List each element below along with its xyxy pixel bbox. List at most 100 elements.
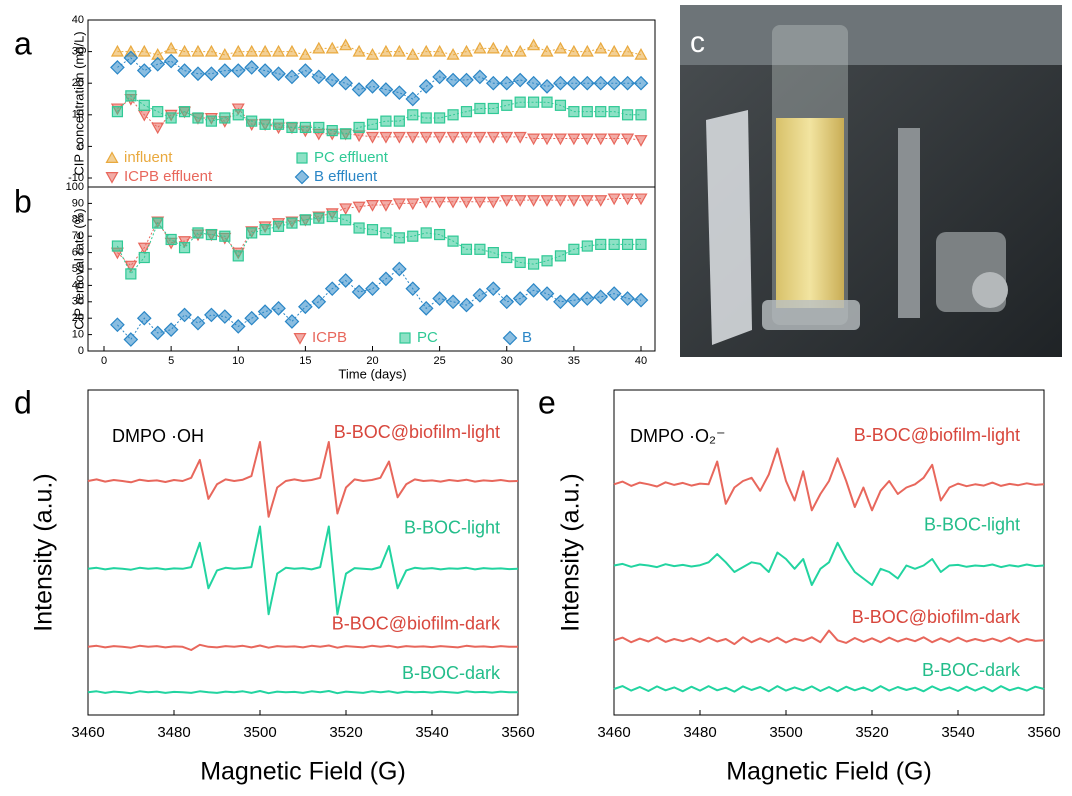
marker [459, 196, 473, 209]
marker [486, 196, 500, 209]
marker [635, 109, 647, 121]
marker [325, 41, 339, 54]
marker [366, 118, 379, 130]
marker [311, 69, 327, 85]
marker [526, 282, 541, 298]
marker [634, 193, 648, 206]
marker [178, 242, 191, 254]
marker [272, 118, 285, 130]
y-axis-label: Intensity (a.u.) [557, 473, 585, 631]
legend-label: ICPB effluent [124, 168, 213, 185]
marker [608, 238, 620, 250]
marker [621, 44, 635, 57]
marker [568, 106, 580, 118]
marker [473, 196, 487, 209]
x-tick-label: 35 [568, 355, 580, 367]
x-axis-label: Time (days) [338, 366, 406, 381]
marker [392, 198, 406, 211]
marker [607, 133, 621, 146]
y-axis-label: CIP concentration (mg/L) [71, 31, 86, 175]
marker [554, 250, 567, 262]
y-tick-label: 10 [72, 329, 84, 341]
legend-marker [105, 172, 119, 184]
y-tick-label: 50 [72, 263, 84, 275]
y-tick-label: 100 [66, 181, 84, 193]
marker [445, 72, 461, 88]
marker [218, 48, 232, 60]
marker [527, 133, 541, 146]
marker [150, 56, 166, 72]
marker [581, 240, 593, 252]
marker [365, 200, 380, 212]
marker [393, 232, 405, 244]
marker [553, 75, 568, 91]
marker [485, 75, 501, 91]
marker [553, 195, 567, 207]
y-axis-label: Intensity (a.u.) [30, 473, 58, 631]
marker [447, 235, 459, 247]
x-tick-label: 10 [232, 355, 244, 367]
marker [633, 292, 649, 308]
spectrum-line [613, 447, 1045, 512]
marker [352, 201, 366, 214]
marker [178, 44, 192, 57]
marker [353, 121, 365, 134]
x-tick-label: 5 [168, 355, 174, 367]
panel-label: b [14, 183, 32, 219]
y-tick-label: 10 [72, 109, 84, 121]
marker [405, 281, 421, 297]
marker [366, 224, 379, 236]
marker [621, 238, 634, 250]
x-tick-label: 3560 [501, 724, 534, 741]
marker [594, 133, 608, 146]
x-axis-label: Magnetic Field (G) [200, 758, 406, 786]
y-tick-label: 20 [72, 77, 84, 89]
marker [379, 131, 393, 144]
marker [501, 99, 513, 111]
marker [621, 193, 635, 206]
marker [378, 82, 394, 97]
panel-label: e [538, 384, 556, 420]
legend-label: ICPB [312, 329, 347, 346]
legend-marker [105, 151, 119, 163]
marker [230, 319, 246, 334]
marker [393, 115, 405, 127]
marker [380, 227, 392, 239]
panel-label: d [14, 384, 32, 420]
marker [460, 243, 473, 255]
marker [232, 109, 244, 121]
marker [487, 102, 499, 115]
x-axis-label: Magnetic Field (G) [726, 758, 932, 786]
marker [567, 44, 581, 57]
legend-marker [502, 330, 518, 346]
marker [190, 66, 206, 82]
marker [406, 131, 420, 144]
marker [434, 228, 446, 241]
marker [150, 325, 166, 341]
marker [351, 284, 367, 300]
marker [192, 112, 204, 124]
marker [514, 256, 526, 269]
marker [527, 258, 540, 270]
x-tick-label: 3500 [243, 724, 276, 741]
marker [284, 314, 300, 329]
marker [339, 203, 353, 216]
marker [418, 79, 434, 94]
marker [111, 240, 124, 252]
marker [606, 75, 622, 91]
y-tick-label: 70 [72, 230, 84, 242]
legend-label: B effluent [314, 168, 378, 185]
series-label: B-BOC-light [924, 514, 1020, 534]
marker [406, 48, 420, 60]
x-tick-label: 3520 [855, 724, 888, 741]
marker [607, 193, 621, 206]
marker [580, 133, 594, 146]
marker [568, 243, 580, 255]
marker [513, 131, 527, 144]
marker [163, 53, 179, 69]
marker [298, 63, 313, 78]
marker [433, 196, 447, 209]
marker [446, 196, 460, 209]
series-line [117, 44, 642, 56]
marker [407, 109, 419, 121]
